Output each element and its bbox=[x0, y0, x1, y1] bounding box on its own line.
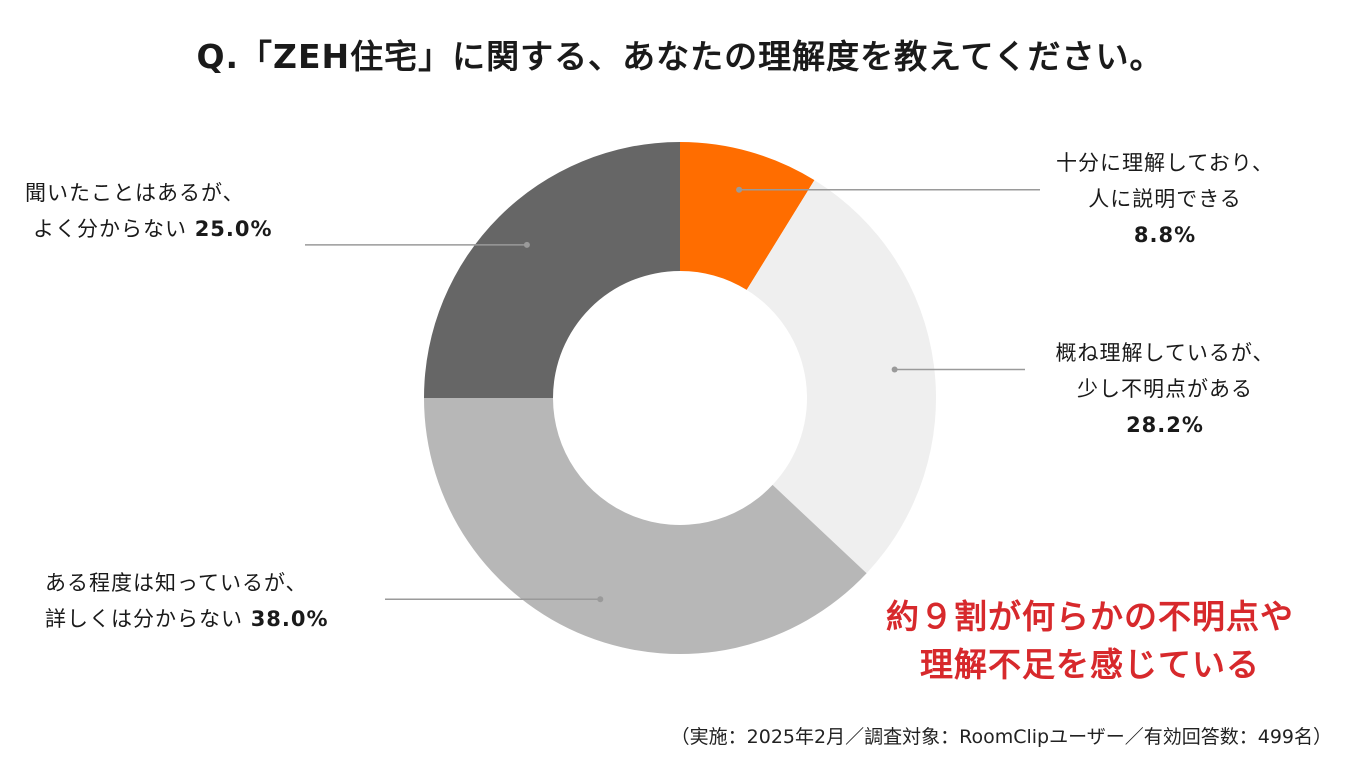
callout-text: 約９割が何らかの不明点や 理解不足を感じている bbox=[855, 593, 1325, 689]
slice-label-line: ある程度は知っているが、 bbox=[45, 571, 308, 595]
slice-value-label: 38.0% bbox=[250, 607, 329, 631]
slice-value-label: 8.8% bbox=[1133, 223, 1197, 247]
slice-label-line: 十分に理解しており、 bbox=[1056, 151, 1274, 175]
slice-label-line: よく分からない 25.0% bbox=[25, 211, 325, 247]
slice-value-label: 25.0% bbox=[194, 217, 273, 241]
callout-line: 理解不足を感じている bbox=[920, 645, 1260, 684]
slice-label-heard-of: 聞いたことはあるが、 よく分からない 25.0% bbox=[25, 175, 325, 247]
leader-dot bbox=[736, 186, 743, 193]
leader-dot bbox=[523, 241, 530, 248]
slice-value-label: 28.2% bbox=[1126, 413, 1204, 437]
slice-label-line: 少し不明点がある bbox=[1077, 377, 1253, 401]
slice-label-line: 聞いたことはあるが、 bbox=[25, 181, 245, 205]
slice-label-text: 詳しくは分からない bbox=[45, 607, 243, 631]
slice-heard-of bbox=[424, 142, 680, 398]
slice-mostly-understand bbox=[746, 180, 936, 574]
slice-label-somewhat-know: ある程度は知っているが、 詳しくは分からない 38.0% bbox=[45, 565, 385, 637]
slice-label-fully-understand: 十分に理解しており、 人に説明できる 8.8% bbox=[1030, 145, 1300, 253]
chart-title: Q.「ZEH住宅」に関する、あなたの理解度を教えてください。 bbox=[196, 37, 1164, 76]
slice-label-line: 概ね理解しているが、 bbox=[1055, 341, 1275, 365]
callout-line: 約９割が何らかの不明点や bbox=[886, 597, 1294, 636]
slice-label-text: よく分からない bbox=[33, 217, 187, 241]
slice-fully-understand bbox=[680, 142, 815, 290]
slice-label-line: 人に説明できる bbox=[1088, 187, 1242, 211]
slice-label-mostly-understand: 概ね理解しているが、 少し不明点がある 28.2% bbox=[1030, 335, 1300, 443]
slice-somewhat-know bbox=[424, 398, 867, 654]
survey-footnote: （実施：2025年2月／調査対象：RoomClipユーザー／有効回答数：499名… bbox=[670, 726, 1332, 748]
leader-dot bbox=[891, 366, 898, 373]
leader-dot bbox=[597, 596, 604, 603]
slice-label-line: 詳しくは分からない 38.0% bbox=[45, 601, 385, 637]
